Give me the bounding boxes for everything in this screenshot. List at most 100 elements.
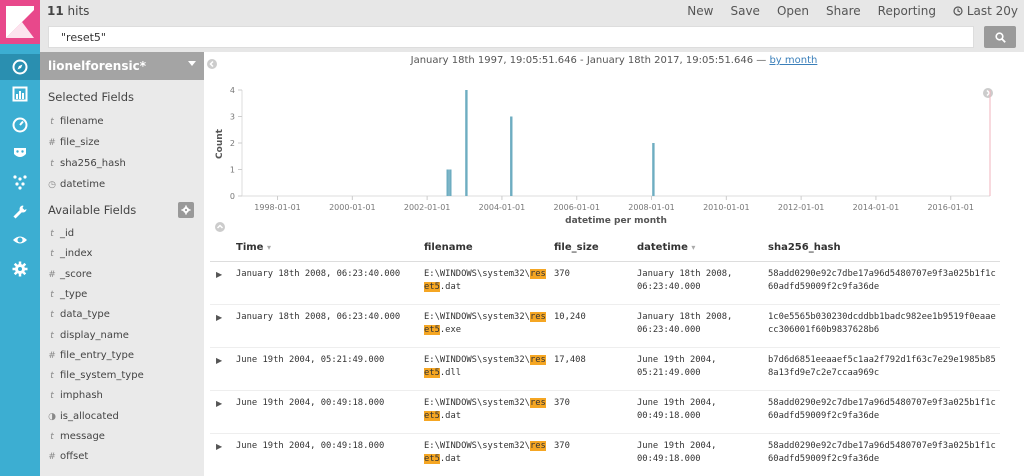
date-type-icon: ◷: [48, 180, 56, 190]
gear-icon: [181, 205, 191, 215]
time-picker[interactable]: Last 20y: [953, 4, 1018, 18]
cell-time-text: January 18th 2008, 06:23:40.000: [236, 311, 401, 322]
cell-datetime: June 19th 2004, 00:49:18.000: [633, 433, 764, 476]
field-item-file-entry-type[interactable]: # file_entry_type: [46, 350, 134, 368]
column-header-time[interactable]: Time ▾: [232, 235, 420, 262]
field-item-file-size[interactable]: # file_size: [46, 137, 99, 155]
x-tick-label: 2002-01-01: [404, 203, 451, 212]
collapse-sidebar-icon[interactable]: [207, 59, 217, 69]
table-row[interactable]: ▶ January 18th 2008, 06:23:40.000 E:\WINDO…: [210, 304, 1000, 348]
y-tick-label: 0: [230, 192, 235, 201]
column-header-file-size-label: file_size: [554, 242, 599, 254]
discover-compass-icon[interactable]: [0, 54, 40, 80]
dashboard-gauge-icon[interactable]: [0, 112, 40, 138]
x-tick-label: 2008-01-01: [628, 203, 675, 212]
expand-row-caret-icon[interactable]: ▶: [210, 390, 232, 434]
hits-label: hits: [67, 4, 90, 18]
field-name: _type: [60, 288, 88, 300]
field-item-type[interactable]: t _type: [46, 289, 87, 307]
field-item-message[interactable]: t message: [46, 431, 105, 449]
field-item-filename[interactable]: t filename: [46, 116, 104, 134]
column-header-file-size[interactable]: file_size: [550, 235, 633, 262]
x-tick-label: 1998-01-01: [254, 203, 301, 212]
table-row[interactable]: ▶ June 19th 2004, 00:49:18.000 E:\WINDOWS\…: [210, 433, 1000, 476]
reporting-button[interactable]: Reporting: [877, 4, 936, 18]
expand-row-caret-icon[interactable]: ▶: [210, 304, 232, 348]
chart-bars: [446, 90, 655, 196]
collapse-chart-icon[interactable]: [215, 222, 225, 232]
table-header-row: Time ▾ filename file_size datetime ▾ sha…: [210, 235, 1000, 262]
histogram-bar: [465, 90, 468, 196]
y-tick-label: 1: [230, 166, 235, 175]
column-header-filename-label: filename: [424, 242, 473, 254]
sort-caret-icon[interactable]: ▾: [691, 243, 696, 253]
expand-row-caret-icon[interactable]: ▶: [210, 261, 232, 305]
field-name: display_name: [60, 329, 129, 341]
monitoring-eye-icon[interactable]: [0, 227, 40, 253]
selected-fields-title: Selected Fields: [48, 90, 135, 104]
kibana-logo[interactable]: [0, 0, 40, 44]
visualize-bar-chart-icon[interactable]: [0, 81, 40, 107]
histogram-bar: [446, 169, 449, 196]
field-item-is-allocated[interactable]: ◑ is_allocated: [46, 411, 119, 429]
search-input[interactable]: [48, 26, 974, 48]
expand-row-caret-icon[interactable]: ▶: [210, 433, 232, 476]
sort-caret-icon[interactable]: ▾: [266, 243, 271, 253]
column-header-filename[interactable]: filename: [420, 235, 550, 262]
search-button[interactable]: [984, 26, 1016, 48]
x-tick-label: 2016-01-01: [927, 203, 974, 212]
cell-file-size-text: 370: [554, 440, 570, 451]
cell-time: June 19th 2004, 05:21:49.000: [232, 347, 420, 391]
query-bar: [40, 24, 1024, 52]
string-type-icon: t: [50, 289, 54, 300]
field-item-file-system-type[interactable]: t file_system_type: [46, 370, 144, 388]
field-item-data-type[interactable]: t data_type: [46, 309, 110, 327]
management-gear-icon[interactable]: [0, 256, 40, 282]
filename-extension: .exe: [439, 324, 462, 335]
dev-tools-wrench-icon[interactable]: [0, 199, 40, 225]
open-button[interactable]: Open: [776, 4, 809, 18]
time-picker-label: Last 20y: [966, 4, 1018, 18]
field-item-datetime[interactable]: ◷ datetime: [46, 179, 105, 197]
field-name: _index: [60, 248, 93, 260]
string-type-icon: t: [50, 391, 54, 402]
column-header-datetime[interactable]: datetime ▾: [633, 235, 764, 262]
field-name: sha256_hash: [60, 158, 126, 169]
string-type-icon: t: [50, 159, 54, 169]
hits-number: 11: [47, 4, 64, 18]
field-item-sha256-hash[interactable]: t sha256_hash: [46, 158, 126, 176]
field-item-imphash[interactable]: t imphash: [46, 390, 103, 408]
field-name: filename: [60, 116, 104, 127]
cell-time: January 18th 2008, 06:23:40.000: [232, 304, 420, 348]
field-name: datetime: [60, 179, 106, 190]
histogram-chart: 0 1 2 3 4 1998-01-01 2000-01-01 2002-01-01 2004-…: [215, 86, 991, 226]
field-settings-button[interactable]: [178, 202, 194, 218]
cell-datetime-date: January 18th 2008,: [637, 311, 733, 322]
new-button[interactable]: New: [687, 4, 714, 18]
documents-table: Time ▾ filename file_size datetime ▾ sha…: [210, 235, 1000, 476]
documents-table-body: ▶ January 18th 2008, 06:23:40.000 E:\WINDO…: [210, 261, 1000, 476]
field-item-score[interactable]: # _score: [46, 269, 92, 287]
index-pattern-selector[interactable]: lionelforensic*: [40, 52, 204, 80]
machine-learning-icon[interactable]: [0, 169, 40, 195]
table-row[interactable]: ▶ June 19th 2004, 05:21:49.000 E:\WINDOWS\…: [210, 347, 1000, 391]
field-item-id[interactable]: t _id: [46, 228, 74, 246]
cell-datetime-time: 00:49:18.000: [637, 410, 701, 421]
column-header-sha256-hash[interactable]: sha256_hash: [764, 235, 1000, 262]
field-name: file_system_type: [60, 370, 144, 382]
field-item-display-name[interactable]: t display_name: [46, 330, 129, 348]
table-row[interactable]: ▶ January 18th 2008, 06:23:40.000 E:\WINDO…: [210, 261, 1000, 305]
column-header-time-label: Time: [236, 242, 264, 254]
table-row[interactable]: ▶ June 19th 2004, 00:49:18.000 E:\WINDOWS\…: [210, 390, 1000, 434]
cell-file-size-text: 370: [554, 268, 570, 279]
cell-datetime-time: 05:21:49.000: [637, 367, 701, 378]
column-header-datetime-label: datetime: [637, 242, 688, 254]
save-button[interactable]: Save: [730, 4, 760, 18]
interval-link[interactable]: by month: [769, 55, 818, 66]
field-item-offset[interactable]: # offset: [46, 451, 88, 469]
field-item-index[interactable]: t _index: [46, 248, 92, 266]
expand-row-caret-icon[interactable]: ▶: [210, 347, 232, 391]
timelion-mask-icon[interactable]: [0, 140, 40, 166]
share-button[interactable]: Share: [826, 4, 861, 18]
